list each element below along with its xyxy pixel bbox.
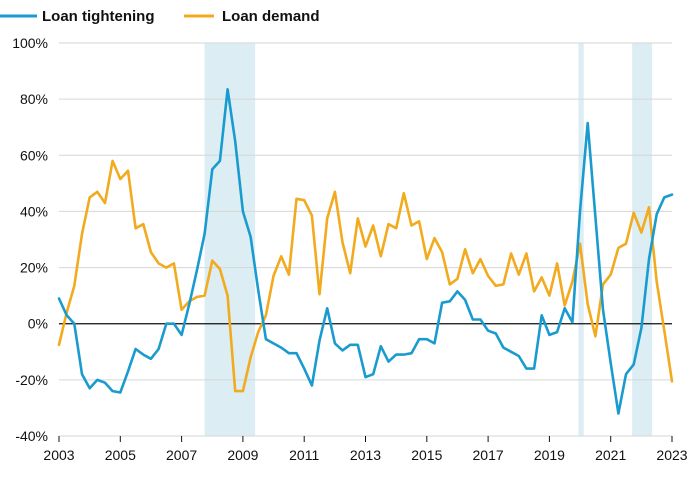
x-tick-label: 2015 xyxy=(411,447,442,463)
y-tick-label: -40% xyxy=(15,428,48,444)
x-tick-label: 2011 xyxy=(289,447,319,463)
y-tick-label: 0% xyxy=(28,316,48,332)
x-tick-label: 2021 xyxy=(595,447,626,463)
x-tick-label: 2005 xyxy=(105,447,136,463)
y-tick-label: 80% xyxy=(20,91,48,107)
y-tick-label: 40% xyxy=(20,203,48,219)
recession-band-2 xyxy=(632,43,653,436)
y-tick-label: -20% xyxy=(15,372,48,388)
x-tick-label: 2017 xyxy=(473,447,504,463)
x-tick-label: 2007 xyxy=(166,447,197,463)
series-lines xyxy=(57,88,674,415)
x-tick-label: 2019 xyxy=(534,447,565,463)
x-tick-label: 2009 xyxy=(227,447,258,463)
recession-band-1 xyxy=(578,43,584,436)
legend-label-loan-tightening: Loan tightening xyxy=(42,8,154,25)
legend: Loan tightening Loan demand xyxy=(0,8,320,25)
legend-label-loan-demand: Loan demand xyxy=(222,8,320,25)
series-line-loan-tightening xyxy=(57,88,674,415)
x-axis: 2003 2005 2007 2009 2011 2013 2015 2017 2019 2021… xyxy=(43,436,688,463)
series-line-loan-demand xyxy=(57,159,674,393)
x-tick-label: 2003 xyxy=(43,447,74,463)
x-tick-label: 2023 xyxy=(656,447,687,463)
y-tick-label: 20% xyxy=(20,260,48,276)
y-tick-label: 100% xyxy=(12,35,48,51)
recession-bands xyxy=(204,43,653,436)
x-tick-label: 2013 xyxy=(350,447,381,463)
y-tick-label: 60% xyxy=(20,147,48,163)
gridlines: 100% 80% 60% 40% 20% 0% -20% -40% xyxy=(12,35,672,444)
